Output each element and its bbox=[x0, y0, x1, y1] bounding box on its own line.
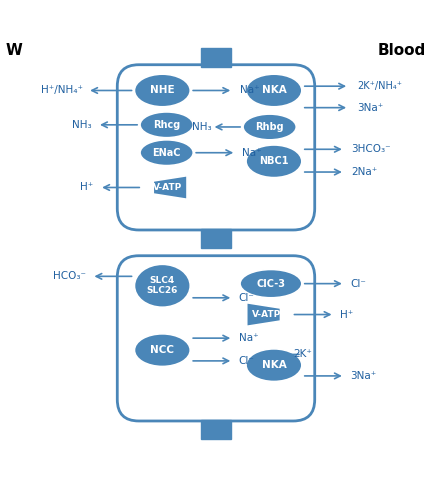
Text: Na⁺: Na⁺ bbox=[240, 85, 259, 96]
Text: 3HCO₃⁻: 3HCO₃⁻ bbox=[351, 144, 391, 154]
Text: Rhcg: Rhcg bbox=[153, 120, 180, 130]
Ellipse shape bbox=[140, 140, 193, 166]
Ellipse shape bbox=[246, 349, 302, 382]
Text: Na⁺: Na⁺ bbox=[239, 333, 258, 343]
Text: W: W bbox=[6, 43, 22, 58]
Ellipse shape bbox=[240, 270, 302, 298]
Text: H⁺/NH₄⁺: H⁺/NH₄⁺ bbox=[41, 85, 83, 96]
FancyBboxPatch shape bbox=[201, 229, 231, 248]
Ellipse shape bbox=[134, 264, 190, 307]
Text: Rhbg: Rhbg bbox=[255, 122, 284, 132]
Text: NH₃: NH₃ bbox=[72, 120, 92, 130]
Text: ENaC: ENaC bbox=[152, 147, 181, 158]
Text: Na⁺: Na⁺ bbox=[242, 147, 261, 158]
Text: Cl⁻: Cl⁻ bbox=[239, 356, 254, 366]
Text: V-ATP: V-ATP bbox=[252, 310, 282, 319]
Text: Cl⁻: Cl⁻ bbox=[350, 279, 366, 289]
Text: 3Na⁺: 3Na⁺ bbox=[358, 102, 384, 113]
Ellipse shape bbox=[134, 74, 190, 107]
Text: 3Na⁺: 3Na⁺ bbox=[350, 371, 377, 381]
Text: H⁺: H⁺ bbox=[80, 182, 94, 193]
Ellipse shape bbox=[246, 145, 302, 177]
Text: SLC4
SLC26: SLC4 SLC26 bbox=[146, 276, 178, 295]
Text: NH₃: NH₃ bbox=[192, 122, 212, 132]
Ellipse shape bbox=[243, 114, 296, 140]
Ellipse shape bbox=[140, 112, 193, 138]
FancyBboxPatch shape bbox=[117, 65, 315, 230]
Ellipse shape bbox=[134, 334, 190, 367]
Text: ClC-3: ClC-3 bbox=[257, 279, 286, 289]
Ellipse shape bbox=[246, 74, 302, 107]
Text: 2Na⁺: 2Na⁺ bbox=[351, 167, 378, 177]
Polygon shape bbox=[153, 176, 187, 199]
Text: Cl⁻: Cl⁻ bbox=[239, 293, 254, 303]
Text: NHE: NHE bbox=[150, 85, 175, 96]
FancyBboxPatch shape bbox=[201, 48, 231, 67]
Polygon shape bbox=[247, 303, 280, 326]
Text: NKA: NKA bbox=[261, 360, 286, 370]
FancyBboxPatch shape bbox=[117, 256, 315, 421]
Text: NKA: NKA bbox=[261, 85, 286, 96]
Text: 2K⁺/NH₄⁺: 2K⁺/NH₄⁺ bbox=[358, 81, 403, 91]
Text: V-ATP: V-ATP bbox=[153, 183, 183, 192]
Text: Blood: Blood bbox=[378, 43, 426, 58]
Text: H⁺: H⁺ bbox=[340, 310, 353, 319]
Text: 2K⁺: 2K⁺ bbox=[294, 349, 313, 360]
Text: NCC: NCC bbox=[150, 345, 175, 355]
Text: NBC1: NBC1 bbox=[259, 156, 289, 166]
Text: HCO₃⁻: HCO₃⁻ bbox=[53, 271, 86, 281]
FancyBboxPatch shape bbox=[201, 420, 231, 439]
